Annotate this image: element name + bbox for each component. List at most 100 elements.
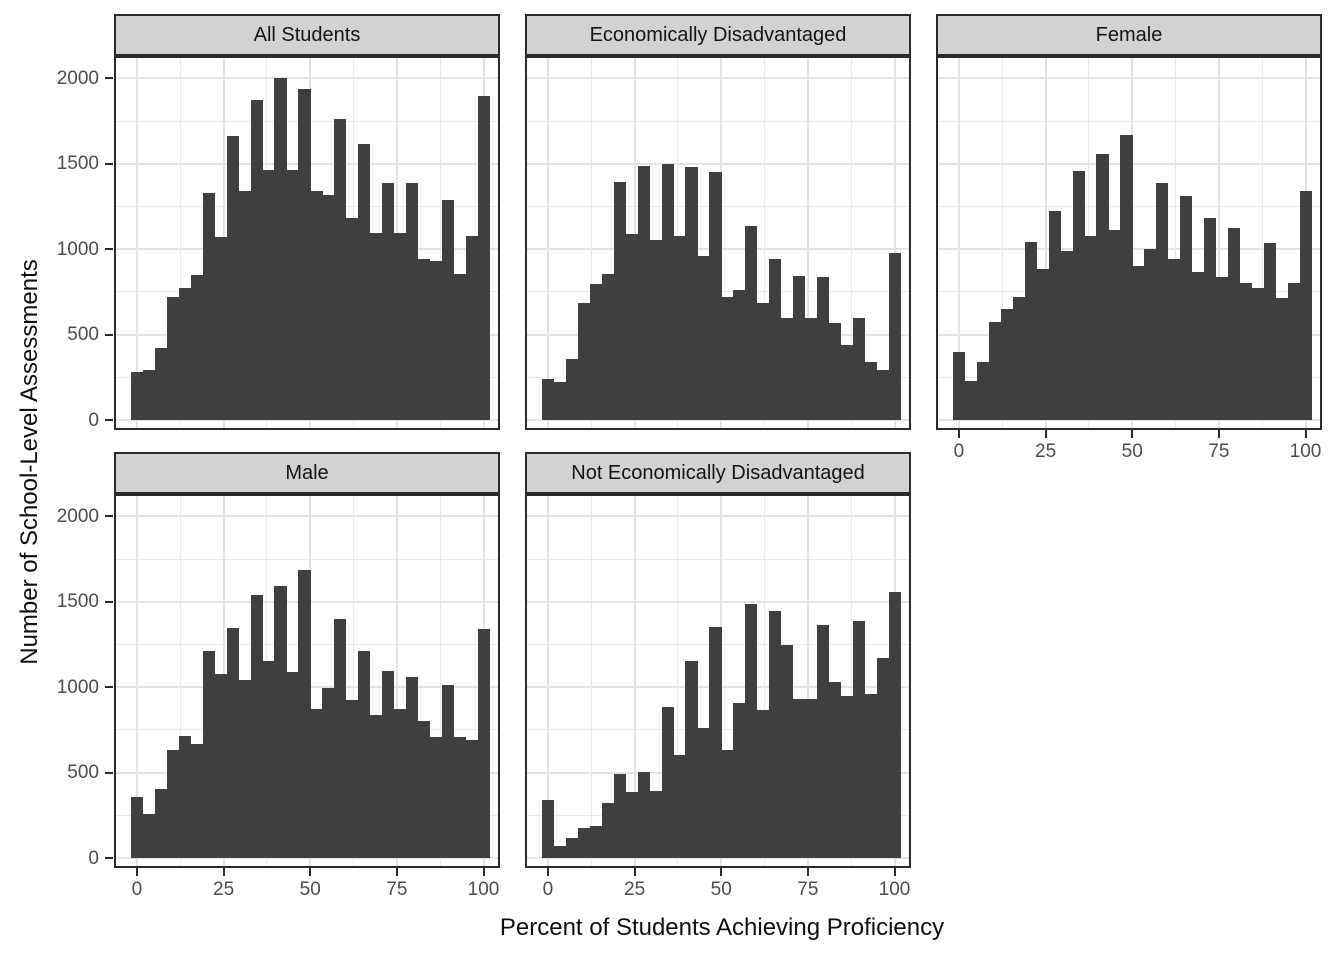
histogram-bar <box>334 618 347 858</box>
histogram-bar <box>226 628 239 858</box>
histogram-bar <box>178 288 192 420</box>
facet-panel-not-economically-disadvantaged <box>525 494 911 868</box>
facet-strip-label: All Students <box>253 23 361 46</box>
histogram-bar <box>1168 258 1181 420</box>
facet-strip-label: Male <box>285 461 329 484</box>
histogram-bar <box>453 736 466 858</box>
x-tick-mark <box>482 868 485 876</box>
gridline-minor <box>936 120 1322 122</box>
histogram-bar <box>769 258 782 420</box>
histogram-bar <box>625 792 638 858</box>
gridline-minor <box>179 494 181 868</box>
gridline-major <box>936 77 1322 80</box>
histogram-bar <box>429 261 443 420</box>
x-tick-mark <box>546 868 549 876</box>
histogram-bar <box>840 344 854 420</box>
x-tick-label: 100 <box>878 879 911 900</box>
x-tick-mark <box>135 868 138 876</box>
histogram-bar <box>429 736 443 858</box>
facet-strip-all-students: All Students <box>114 14 500 56</box>
histogram-bar <box>964 380 978 420</box>
histogram-bar <box>577 303 591 420</box>
x-tick-mark <box>1304 430 1307 438</box>
histogram-bar <box>976 361 990 420</box>
histogram-bar <box>214 673 227 858</box>
x-tick-label: 50 <box>1121 441 1143 462</box>
histogram-bar <box>154 788 168 858</box>
histogram-bar <box>238 191 251 420</box>
histogram-bar <box>745 604 758 858</box>
histogram-bar <box>542 379 555 420</box>
y-tick-mark <box>105 333 113 336</box>
histogram-bar <box>1132 266 1145 420</box>
gridline-major <box>525 419 911 421</box>
histogram-bar <box>804 318 818 420</box>
histogram-bar <box>262 660 275 858</box>
histogram-bar <box>214 237 227 420</box>
gridline-minor <box>850 56 852 430</box>
histogram-bar <box>828 682 842 858</box>
gridline-major <box>114 419 500 421</box>
histogram-bar <box>876 370 889 420</box>
x-tick-label: 75 <box>797 879 819 900</box>
gridline-minor <box>1261 56 1263 430</box>
histogram-bar <box>393 232 407 420</box>
gridline-major <box>1044 56 1047 430</box>
x-tick-label: 0 <box>953 441 965 462</box>
x-tick-mark <box>806 868 809 876</box>
gridline-major <box>114 857 500 859</box>
y-tick-mark <box>105 771 113 774</box>
histogram-bar <box>286 671 299 858</box>
histogram-bar <box>757 710 770 858</box>
histogram-bar <box>250 99 263 420</box>
gridline-major <box>135 494 138 868</box>
histogram-bar <box>477 96 490 420</box>
histogram-bar <box>405 182 419 420</box>
histogram-bar <box>1227 227 1241 420</box>
x-tick-label: 25 <box>624 879 646 900</box>
histogram-bar <box>310 708 323 858</box>
histogram-bar <box>381 670 395 858</box>
gridline-major <box>1217 56 1220 430</box>
histogram-bar <box>142 370 156 420</box>
histogram-bar <box>370 232 383 420</box>
histogram-bar <box>1048 210 1061 420</box>
gridline-major <box>546 56 549 430</box>
histogram-bar <box>370 715 383 858</box>
histogram-bar <box>577 828 591 858</box>
histogram-bar <box>286 169 299 420</box>
histogram-bar <box>792 275 806 420</box>
x-tick-label: 50 <box>299 879 321 900</box>
y-tick-label: 0 <box>88 409 99 431</box>
gridline-major <box>135 56 138 430</box>
histogram-bar <box>553 382 567 420</box>
histogram-bar <box>565 838 579 858</box>
histogram-bar <box>1084 235 1097 420</box>
histogram-bar <box>346 700 359 858</box>
histogram-bar <box>441 199 455 420</box>
histogram-bar <box>661 163 674 420</box>
histogram-bar <box>1203 217 1217 420</box>
histogram-bar <box>733 290 746 420</box>
histogram-bar <box>358 651 371 858</box>
histogram-bar <box>453 273 466 420</box>
histogram-bar <box>298 88 311 420</box>
x-tick-mark <box>395 868 398 876</box>
facet-strip-economically-disadvantaged: Economically Disadvantaged <box>525 14 911 56</box>
x-tick-mark <box>893 868 896 876</box>
histogram-bar <box>637 771 650 858</box>
histogram-bar <box>745 226 758 420</box>
gridline-major <box>525 857 911 859</box>
x-tick-label: 25 <box>1035 441 1057 462</box>
histogram-bar <box>781 645 794 858</box>
gridline-minor <box>439 494 441 868</box>
histogram-bar <box>673 754 686 858</box>
histogram-bar <box>1299 191 1312 420</box>
y-tick-mark <box>105 77 113 80</box>
histogram-bar <box>274 586 287 858</box>
histogram-bar <box>477 629 490 858</box>
histogram-bar <box>238 680 251 858</box>
histogram-bar <box>988 321 1002 420</box>
histogram-bar <box>601 273 615 420</box>
y-tick-label: 500 <box>67 762 99 784</box>
